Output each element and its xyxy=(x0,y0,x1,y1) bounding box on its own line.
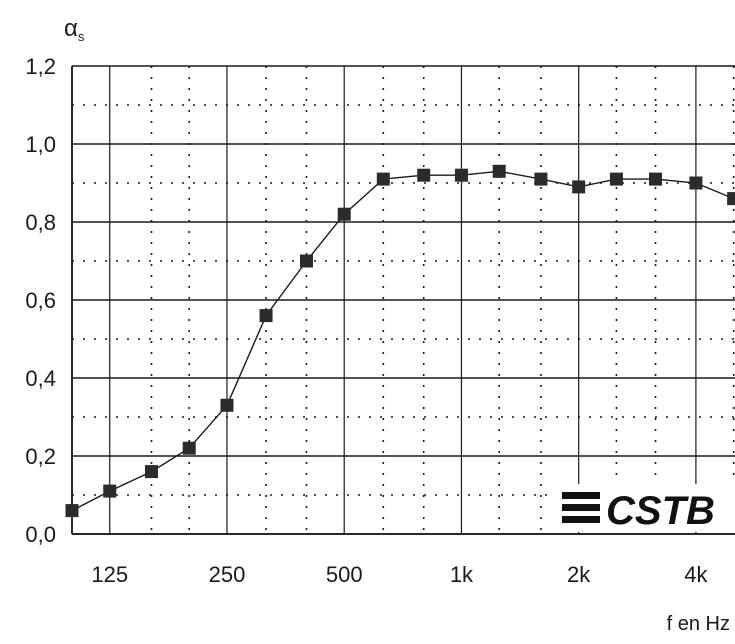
y-tick-label: 0,6 xyxy=(25,288,56,313)
x-tick-label: 250 xyxy=(209,562,246,587)
x-tick-label: 2k xyxy=(567,562,591,587)
data-point xyxy=(649,173,662,186)
data-point xyxy=(610,173,623,186)
logo-text: CSTB xyxy=(606,489,715,533)
x-tick-label: 1k xyxy=(450,562,474,587)
data-point xyxy=(338,208,351,221)
series-layer xyxy=(66,165,735,517)
data-point xyxy=(260,309,273,322)
data-point xyxy=(689,177,702,190)
data-point xyxy=(103,485,116,498)
grid-layer xyxy=(72,66,735,534)
data-point xyxy=(300,255,313,268)
y-tick-label: 0,2 xyxy=(25,444,56,469)
data-point xyxy=(455,169,468,182)
data-point xyxy=(66,504,79,517)
data-point xyxy=(145,465,158,478)
data-point xyxy=(377,173,390,186)
x-tick-label: 125 xyxy=(91,562,128,587)
y-axis-label: αs xyxy=(64,15,85,44)
y-tick-label: 0,8 xyxy=(25,210,56,235)
x-axis-label: f en Hz xyxy=(667,613,730,635)
x-tick-label: 4k xyxy=(684,562,708,587)
data-point xyxy=(417,169,430,182)
y-tick-label: 1,2 xyxy=(25,54,56,79)
data-point xyxy=(183,442,196,455)
y-tick-label: 1,0 xyxy=(25,132,56,157)
data-point xyxy=(220,399,233,412)
logo-bar xyxy=(562,516,600,523)
data-point xyxy=(534,173,547,186)
data-point xyxy=(493,165,506,178)
data-point xyxy=(727,192,735,205)
cstb-logo: CSTB xyxy=(556,484,735,533)
logo-bar xyxy=(562,504,600,511)
logo-bar xyxy=(562,492,600,499)
y-tick-label: 0,4 xyxy=(25,366,56,391)
data-point xyxy=(572,180,585,193)
y-tick-label: 0,0 xyxy=(25,522,56,547)
x-tick-label: 500 xyxy=(326,562,363,587)
